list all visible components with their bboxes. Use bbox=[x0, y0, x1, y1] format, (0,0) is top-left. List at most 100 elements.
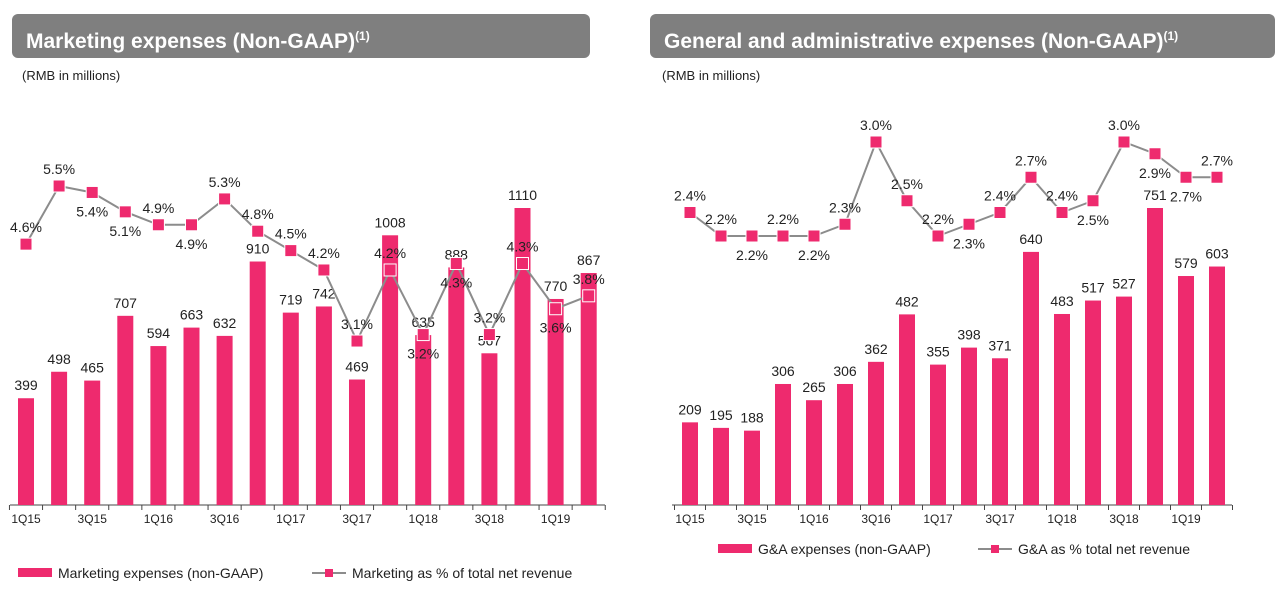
percent-marker bbox=[549, 302, 563, 316]
percent-marker bbox=[683, 206, 697, 219]
bar bbox=[382, 235, 399, 506]
bar-value-label: 632 bbox=[213, 315, 237, 331]
bar bbox=[744, 430, 760, 505]
ga-chart-title: General and administrative expenses (Non… bbox=[664, 30, 1164, 53]
percent-marker bbox=[416, 328, 430, 342]
percent-value-label: 2.7% bbox=[1015, 152, 1047, 168]
bar-value-label: 306 bbox=[833, 363, 857, 379]
bar-value-label: 265 bbox=[802, 379, 826, 395]
legend-line-label: Marketing as % of total net revenue bbox=[352, 565, 572, 581]
percent-value-label: 3.0% bbox=[1108, 117, 1140, 133]
percent-value-label: 2.4% bbox=[984, 188, 1016, 204]
bar bbox=[183, 327, 200, 505]
percent-value-label: 3.2% bbox=[473, 310, 505, 326]
percent-marker bbox=[838, 217, 852, 231]
percent-value-label: 2.9% bbox=[1139, 165, 1171, 181]
percent-marker bbox=[807, 229, 821, 243]
legend-marker-swatch bbox=[991, 545, 999, 553]
x-tick-label: 1Q19 bbox=[1171, 512, 1201, 526]
percent-value-label: 3.1% bbox=[341, 316, 373, 332]
percent-marker bbox=[218, 192, 232, 206]
percent-value-label: 3.8% bbox=[573, 271, 605, 287]
bar bbox=[1023, 251, 1039, 505]
percent-marker bbox=[251, 224, 265, 238]
percent-marker bbox=[516, 257, 529, 271]
percent-value-label: 2.3% bbox=[829, 199, 861, 215]
bar bbox=[899, 314, 915, 505]
bar bbox=[150, 346, 167, 505]
percent-marker bbox=[383, 263, 397, 277]
percent-marker bbox=[776, 229, 790, 243]
bar bbox=[775, 383, 791, 505]
bar-value-label: 398 bbox=[957, 327, 981, 343]
bar bbox=[249, 261, 266, 505]
percent-value-label: 4.9% bbox=[176, 236, 208, 252]
percent-marker bbox=[284, 244, 298, 258]
percent-marker bbox=[962, 217, 976, 231]
bar-value-label: 751 bbox=[1143, 187, 1167, 203]
bar-value-label: 399 bbox=[14, 377, 38, 393]
bar-value-label: 1008 bbox=[375, 214, 406, 230]
bar-value-label: 209 bbox=[678, 401, 702, 417]
legend-bar-swatch bbox=[18, 568, 52, 577]
bar bbox=[1147, 208, 1163, 505]
x-tick-label: 1Q18 bbox=[409, 512, 439, 526]
bar bbox=[1209, 266, 1225, 505]
percent-value-label: 4.8% bbox=[242, 206, 274, 222]
percent-marker bbox=[482, 328, 496, 342]
bar-value-label: 527 bbox=[1112, 276, 1136, 292]
percent-value-label: 4.6% bbox=[10, 219, 42, 235]
footnote-marker: (1) bbox=[1163, 29, 1179, 43]
ga-chart-header: General and administrative expenses (Non… bbox=[650, 14, 1275, 58]
x-tick-label: 1Q16 bbox=[144, 512, 174, 526]
x-tick-label: 3Q18 bbox=[475, 512, 505, 526]
bar-value-label: 635 bbox=[412, 314, 436, 330]
x-tick-label: 1Q19 bbox=[541, 512, 571, 526]
bar-value-label: 719 bbox=[279, 292, 303, 308]
percent-value-label: 2.7% bbox=[1201, 152, 1233, 168]
percent-value-label: 4.5% bbox=[275, 226, 307, 242]
percent-value-label: 4.9% bbox=[142, 200, 174, 216]
percent-marker bbox=[1055, 206, 1069, 219]
x-tick-label: 3Q16 bbox=[210, 512, 240, 526]
bar bbox=[51, 371, 68, 505]
bar bbox=[84, 380, 101, 505]
bar bbox=[349, 379, 365, 505]
bar-value-label: 355 bbox=[926, 344, 950, 360]
percent-value-label: 2.3% bbox=[953, 235, 985, 251]
percent-marker bbox=[900, 194, 914, 208]
bar bbox=[1178, 276, 1194, 505]
bar-value-label: 362 bbox=[864, 341, 888, 357]
percent-marker bbox=[745, 229, 759, 243]
bar bbox=[961, 347, 977, 505]
x-tick-label: 3Q15 bbox=[78, 512, 108, 526]
percent-marker bbox=[1086, 194, 1100, 208]
percent-value-label: 2.5% bbox=[891, 176, 923, 192]
bar bbox=[117, 315, 134, 505]
x-tick-label: 1Q16 bbox=[799, 512, 829, 526]
bar-value-label: 465 bbox=[81, 360, 105, 376]
bar bbox=[806, 400, 822, 505]
percent-value-label: 2.2% bbox=[798, 247, 830, 263]
percent-marker bbox=[931, 229, 945, 243]
bar-value-label: 195 bbox=[709, 407, 733, 423]
bar-value-label: 640 bbox=[1019, 231, 1043, 247]
bar bbox=[1054, 313, 1070, 505]
bar-value-label: 517 bbox=[1081, 280, 1105, 296]
legend-marker-swatch bbox=[325, 569, 333, 577]
percent-value-label: 4.2% bbox=[308, 245, 340, 261]
bar-value-label: 1110 bbox=[508, 187, 537, 203]
marketing-chart-title: Marketing expenses (Non-GAAP) bbox=[26, 30, 356, 53]
legend-bar-label: G&A expenses (non-GAAP) bbox=[758, 541, 931, 557]
legend-line-label: G&A as % total net revenue bbox=[1018, 541, 1190, 557]
percent-marker bbox=[350, 334, 364, 348]
percent-marker bbox=[85, 185, 99, 199]
percent-value-label: 2.7% bbox=[1170, 188, 1202, 204]
percent-value-label: 5.5% bbox=[43, 161, 75, 177]
x-tick-label: 1Q18 bbox=[1047, 512, 1077, 526]
percent-value-label: 4.2% bbox=[374, 245, 406, 261]
bar-value-label: 371 bbox=[988, 337, 1012, 353]
bar bbox=[580, 273, 597, 505]
percent-marker bbox=[1148, 147, 1162, 161]
bar bbox=[547, 298, 564, 505]
